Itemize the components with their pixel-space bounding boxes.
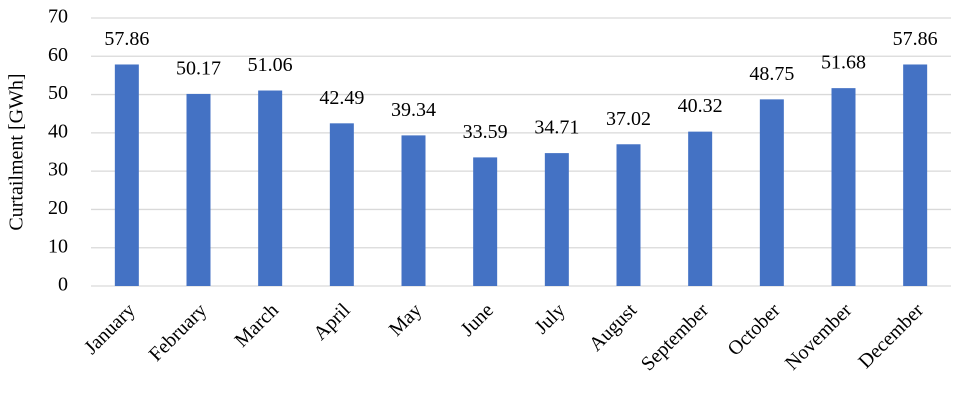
data-label: 51.68	[821, 52, 866, 74]
bar	[616, 144, 641, 286]
bar	[186, 93, 211, 287]
bar	[401, 135, 426, 286]
data-label: 51.06	[248, 54, 293, 76]
x-tick-label: June	[456, 299, 498, 341]
bar	[473, 157, 498, 286]
x-tick-label: March	[230, 299, 282, 351]
data-label: 57.86	[104, 28, 149, 50]
bar	[258, 90, 283, 286]
data-label: 34.71	[534, 117, 579, 139]
bar	[759, 99, 784, 286]
bar	[329, 123, 354, 286]
bar	[903, 64, 928, 287]
bar	[114, 64, 139, 287]
data-label: 42.49	[319, 87, 364, 109]
bar	[688, 131, 713, 286]
bar	[544, 153, 569, 286]
x-tick-label: May	[385, 299, 426, 340]
y-tick-label: 10	[48, 235, 68, 257]
bar	[831, 88, 856, 286]
data-label: 39.34	[391, 99, 436, 121]
data-label: 57.86	[893, 28, 938, 50]
x-tick-label: January	[80, 299, 140, 359]
x-tick-label: November	[781, 299, 856, 374]
x-tick-label: April	[309, 299, 355, 345]
data-label: 50.17	[176, 58, 221, 80]
x-tick-label: July	[530, 299, 569, 338]
data-label: 40.32	[678, 95, 723, 117]
x-tick-label: September	[637, 299, 713, 375]
y-tick-label: 70	[48, 6, 68, 28]
y-tick-label: 50	[48, 82, 68, 104]
y-axis-label: Curtailment [GWh]	[6, 73, 28, 230]
y-tick-label: 40	[48, 120, 68, 142]
data-label: 33.59	[463, 121, 508, 143]
y-tick-label: 30	[48, 159, 68, 181]
x-tick-label: October	[724, 299, 785, 360]
y-tick-label: 60	[48, 44, 68, 66]
data-label: 48.75	[749, 63, 794, 85]
y-tick-label: 20	[48, 197, 68, 219]
x-tick-label: December	[854, 299, 928, 373]
x-tick-label: February	[145, 299, 212, 366]
data-label: 37.02	[606, 108, 651, 130]
y-tick-label: 0	[58, 274, 68, 296]
x-tick-label: August	[585, 299, 642, 356]
